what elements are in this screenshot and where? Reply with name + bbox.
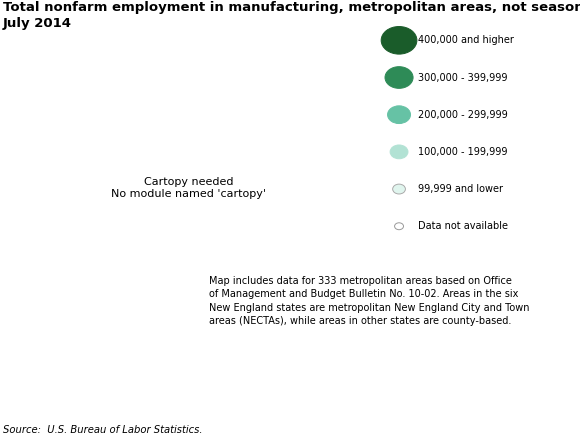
Text: 100,000 - 199,999: 100,000 - 199,999: [418, 147, 507, 157]
Text: Total nonfarm employment in manufacturing, metropolitan areas, not seasonally ad: Total nonfarm employment in manufacturin…: [3, 1, 580, 14]
Text: 200,000 - 299,999: 200,000 - 299,999: [418, 110, 508, 120]
Text: Source:  U.S. Bureau of Labor Statistics.: Source: U.S. Bureau of Labor Statistics.: [3, 425, 202, 435]
Text: Map includes data for 333 metropolitan areas based on Office
of Management and B: Map includes data for 333 metropolitan a…: [209, 276, 530, 326]
Text: Data not available: Data not available: [418, 221, 508, 231]
Text: 99,999 and lower: 99,999 and lower: [418, 184, 503, 194]
Text: July 2014: July 2014: [3, 17, 72, 30]
Text: 300,000 - 399,999: 300,000 - 399,999: [418, 73, 507, 82]
Text: Cartopy needed
No module named 'cartopy': Cartopy needed No module named 'cartopy': [111, 177, 266, 199]
Text: 400,000 and higher: 400,000 and higher: [418, 35, 513, 45]
